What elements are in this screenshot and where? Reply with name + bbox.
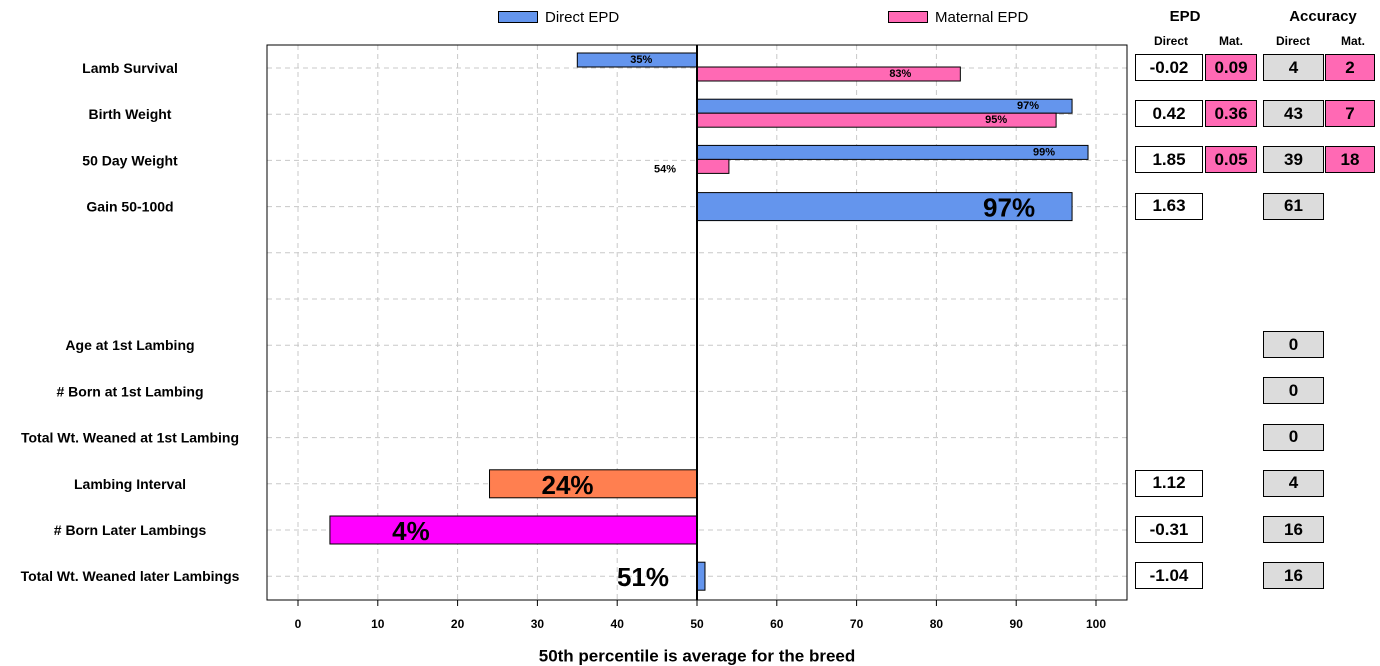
category-label: Total Wt. Weaned at 1st Lambing <box>21 430 239 446</box>
table-cell-acc-direct: 61 <box>1263 192 1324 220</box>
table-cell-epd-direct: -0.31 <box>1135 516 1203 543</box>
legend-direct-swatch <box>498 11 538 23</box>
table-cell-epd-direct: -0.02 <box>1135 54 1203 81</box>
table-cell-acc-direct: 16 <box>1263 516 1324 543</box>
x-tick-label: 10 <box>371 617 385 631</box>
table-cell-epd-direct: 1.12 <box>1135 469 1203 497</box>
x-tick-label: 90 <box>1010 617 1024 631</box>
table-cell-epd-direct: 1.85 <box>1135 146 1203 174</box>
legend-maternal: Maternal EPD <box>888 8 1028 26</box>
category-label: Age at 1st Lambing <box>65 337 194 353</box>
data-label-direct: 97% <box>1017 100 1039 112</box>
category-label: Total Wt. Weaned later Lambings <box>21 568 240 584</box>
bar-direct <box>329 515 698 545</box>
table-header-acc-mat: Mat. <box>1341 34 1365 48</box>
table-cell-epd-direct: 1.63 <box>1135 192 1203 220</box>
category-label: Lamb Survival <box>82 60 178 76</box>
category-label: # Born at 1st Lambing <box>56 383 203 399</box>
table-header-epd-mat: Mat. <box>1219 34 1243 48</box>
category-label: # Born Later Lambings <box>54 522 207 538</box>
data-label-direct: 97% <box>983 193 1035 223</box>
x-tick-label: 40 <box>611 617 625 631</box>
legend-direct: Direct EPD <box>498 8 619 26</box>
category-label: 50 Day Weight <box>82 152 178 168</box>
table-cell-acc-direct: 4 <box>1263 54 1324 81</box>
data-label-maternal: 95% <box>985 114 1007 126</box>
table-cell-acc-direct: 39 <box>1263 146 1324 174</box>
table-cell-acc-direct: 43 <box>1263 100 1324 128</box>
legend-maternal-label: Maternal EPD <box>935 8 1029 26</box>
bar-direct <box>489 469 698 499</box>
data-label-direct: 4% <box>392 516 430 546</box>
table-header-epd-direct: Direct <box>1153 34 1188 48</box>
x-tick-label: 0 <box>295 617 302 631</box>
data-label-maternal: 54% <box>654 163 676 175</box>
table-cell-acc-mat: 2 <box>1325 54 1375 81</box>
category-label: Birth Weight <box>89 106 172 122</box>
table-cell-acc-direct: 0 <box>1263 377 1324 405</box>
data-label-direct: 51% <box>617 562 669 592</box>
x-tick-label: 80 <box>930 617 944 631</box>
bar-maternal <box>696 66 961 82</box>
x-tick-label: 60 <box>770 617 784 631</box>
data-label-maternal: 83% <box>889 68 911 80</box>
x-tick-label: 70 <box>850 617 864 631</box>
table-cell-acc-direct: 16 <box>1263 562 1324 590</box>
table-cell-epd-mat: 0.09 <box>1205 54 1257 81</box>
table-cell-epd-mat: 0.36 <box>1205 100 1257 128</box>
table-cell-epd-mat: 0.05 <box>1205 146 1257 174</box>
legend-maternal-swatch <box>888 11 928 23</box>
x-tick-label: 100 <box>1086 617 1106 631</box>
table-header-acc-direct: Direct <box>1275 34 1310 48</box>
table-cell-acc-direct: 0 <box>1263 331 1324 359</box>
data-label-direct: 35% <box>630 54 652 66</box>
table-cell-acc-direct: 0 <box>1263 423 1324 451</box>
bar-direct <box>696 144 1089 160</box>
category-label: Gain 50-100d <box>86 199 173 215</box>
x-tick-label: 50 <box>690 617 704 631</box>
bar-direct <box>696 561 706 591</box>
table-cell-acc-mat: 18 <box>1325 146 1375 174</box>
table-cell-acc-direct: 4 <box>1263 469 1324 497</box>
data-label-direct: 24% <box>541 470 593 500</box>
x-axis-title: 50th percentile is average for the breed <box>539 647 856 666</box>
table-cell-acc-mat: 7 <box>1325 100 1375 128</box>
bar-direct <box>696 192 1073 222</box>
table-cell-epd-direct: 0.42 <box>1135 100 1203 128</box>
bar-maternal <box>696 158 730 174</box>
x-tick-label: 20 <box>451 617 465 631</box>
category-label: Lambing Interval <box>74 476 186 492</box>
data-label-direct: 99% <box>1033 146 1055 158</box>
table-cell-epd-direct: -1.04 <box>1135 562 1203 590</box>
bar-direct <box>696 98 1073 114</box>
legend-direct-label: Direct EPD <box>545 8 620 26</box>
table-header-accuracy: Accuracy <box>1289 8 1357 25</box>
x-tick-label: 30 <box>531 617 545 631</box>
table-header-epd: EPD <box>1169 8 1201 25</box>
